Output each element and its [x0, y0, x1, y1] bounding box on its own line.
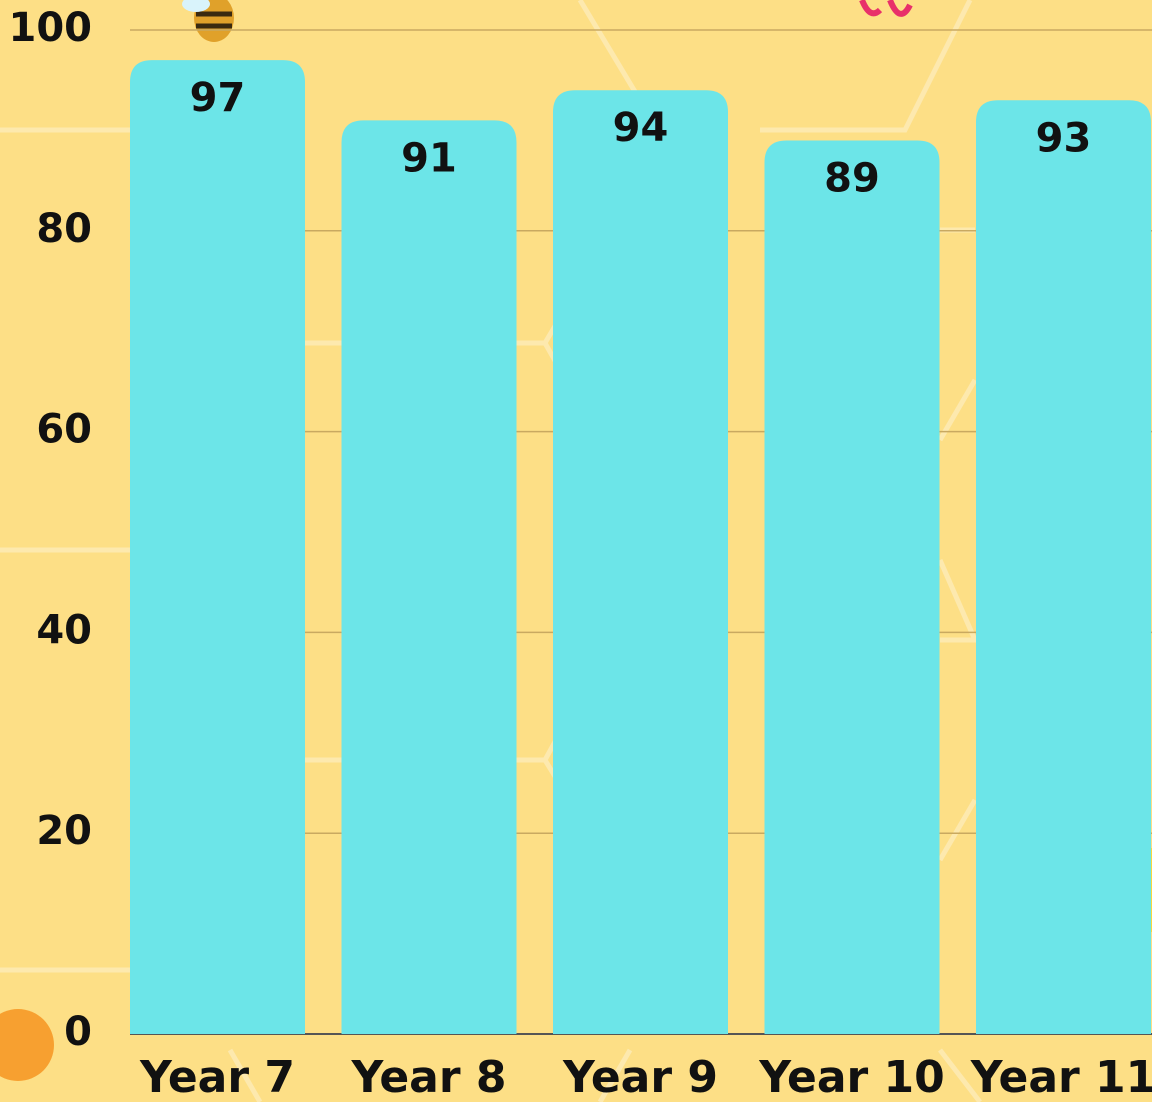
bar — [765, 140, 940, 1034]
y-tick-label: 100 — [9, 5, 93, 51]
y-tick-label: 80 — [36, 206, 92, 252]
bar — [553, 90, 728, 1034]
x-tick-label: Year 9 — [562, 1052, 718, 1102]
data-label: 89 — [824, 155, 880, 201]
bar — [976, 100, 1151, 1034]
x-tick-label: Year 10 — [758, 1052, 945, 1102]
y-tick-label: 20 — [36, 808, 92, 854]
bar — [130, 60, 305, 1034]
bars — [130, 60, 1151, 1034]
x-tick-label: Year 7 — [139, 1052, 295, 1102]
y-tick-label: 40 — [36, 607, 92, 653]
y-tick-label: 0 — [64, 1009, 92, 1055]
data-label: 97 — [190, 75, 246, 121]
data-label: 94 — [613, 105, 669, 151]
data-label: 93 — [1036, 115, 1092, 161]
y-tick-label: 60 — [36, 407, 92, 453]
bar — [342, 120, 517, 1034]
x-tick-label: Year 11 — [970, 1052, 1152, 1102]
data-label: 91 — [401, 135, 457, 181]
chart: 0 20 40 60 80 100 Year 7 97 Year 8 91 Year 9 94 Year… — [0, 0, 1152, 1102]
x-tick-label: Year 8 — [351, 1052, 507, 1102]
